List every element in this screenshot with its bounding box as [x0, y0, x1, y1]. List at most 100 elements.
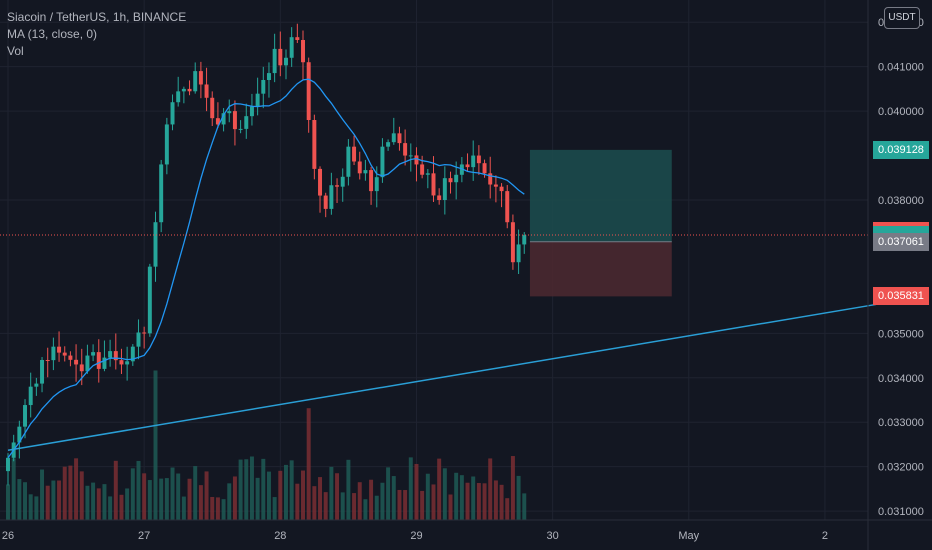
candle-body: [403, 143, 408, 156]
volume-bar: [136, 460, 141, 520]
candle-body: [130, 346, 135, 362]
candle-body: [85, 355, 90, 372]
volume-bar: [272, 497, 277, 520]
volume-bar: [329, 466, 334, 520]
symbol-title[interactable]: Siacoin / TetherUS, 1h, BINANCE: [7, 10, 187, 24]
price-axis[interactable]: 0.0420000.0410000.0400000.0380000.035000…: [867, 0, 924, 550]
time-tick-label: 28: [274, 530, 286, 542]
candle-body: [244, 116, 249, 129]
candle-body: [45, 360, 50, 361]
volume-bar: [102, 484, 107, 520]
volume-bar: [215, 497, 220, 520]
candle-body: [425, 173, 430, 175]
volume-bar: [91, 482, 96, 520]
volume-bar: [465, 482, 470, 520]
price-tick-label: 0.033000: [878, 417, 924, 429]
volume-indicator-label[interactable]: Vol: [7, 44, 24, 58]
volume-bar: [471, 476, 476, 520]
volume-bar: [244, 459, 249, 520]
volume-bar: [142, 473, 147, 520]
volume-bar: [96, 488, 101, 520]
volume-bar: [176, 473, 181, 520]
price-tick-label: 0.031000: [878, 506, 924, 518]
ma-indicator-label[interactable]: MA (13, close, 0): [7, 27, 98, 41]
volume-bar: [476, 483, 481, 520]
candle-body: [312, 120, 317, 169]
volume-bar: [295, 483, 300, 520]
price-tick-label: 0.032000: [878, 462, 924, 474]
candle-body: [278, 48, 283, 66]
candle-body: [522, 235, 527, 245]
candle-body: [266, 73, 271, 80]
volume-bar: [431, 484, 436, 520]
trendline[interactable]: [7, 303, 877, 451]
candle-body: [51, 346, 56, 361]
volume-bar: [289, 460, 294, 520]
candle-body: [210, 97, 215, 119]
volume-bar: [448, 494, 453, 520]
candle-body: [249, 106, 254, 117]
volume-bar: [459, 475, 464, 520]
candle-body: [391, 133, 396, 143]
candle-body: [164, 124, 169, 165]
candle-body: [465, 164, 470, 168]
candle-body: [448, 178, 453, 183]
volume-bar: [108, 496, 113, 520]
candle-body: [459, 164, 464, 175]
candle-body: [306, 62, 311, 120]
profit-zone: [529, 149, 672, 242]
volume-bar: [323, 492, 328, 520]
volume-bar: [28, 494, 33, 520]
candle-body: [516, 244, 521, 263]
volume-bar: [363, 499, 368, 520]
position-zones: [529, 149, 672, 297]
candle-body: [397, 133, 402, 144]
volume-bar: [488, 458, 493, 520]
volume-bar: [210, 496, 215, 520]
volume-bar: [397, 489, 402, 520]
time-axis[interactable]: 26 27 28 29 30 May 2: [0, 519, 932, 542]
support-trendline: [7, 303, 877, 451]
moving-average: [7, 78, 525, 459]
volume-bar: [414, 463, 419, 520]
candle-body: [198, 71, 203, 85]
candle-body: [113, 351, 118, 361]
volume-bar: [306, 408, 311, 520]
candle-body: [408, 155, 413, 157]
volume-bar: [232, 476, 237, 520]
loss-zone: [529, 241, 672, 297]
candle-body: [352, 146, 357, 162]
candle-body: [488, 173, 493, 185]
candle-body: [323, 195, 328, 209]
volume-bar: [301, 470, 305, 520]
volume-bar: [198, 485, 203, 520]
volume-bar: [403, 490, 408, 520]
time-tick-label: May: [678, 530, 699, 542]
candle-body: [102, 357, 107, 369]
candle-body: [510, 222, 515, 263]
candle-body: [442, 178, 447, 200]
volume-bar: [85, 485, 90, 520]
volume-bar: [74, 458, 79, 520]
price-label: 0.035831: [873, 287, 929, 306]
candle-body: [142, 332, 147, 334]
volume-bar: [68, 465, 73, 520]
volume-bar: [505, 498, 510, 520]
candle-body: [23, 405, 28, 427]
time-tick-label: 27: [138, 530, 150, 542]
volume-bar: [420, 490, 425, 520]
volume-bar: [340, 492, 345, 520]
candle-body: [204, 84, 209, 98]
volume-bar: [187, 478, 192, 520]
volume-bar: [284, 464, 288, 520]
currency-button[interactable]: USDT: [884, 7, 920, 29]
candle-body: [420, 164, 425, 175]
candle-body: [272, 48, 277, 74]
time-tick-label: 29: [410, 530, 422, 542]
volume-bar: [352, 493, 357, 520]
time-tick-label: 26: [2, 530, 14, 542]
volume-bar: [346, 459, 351, 520]
candle-body: [57, 346, 62, 353]
volume-bar: [442, 468, 447, 520]
